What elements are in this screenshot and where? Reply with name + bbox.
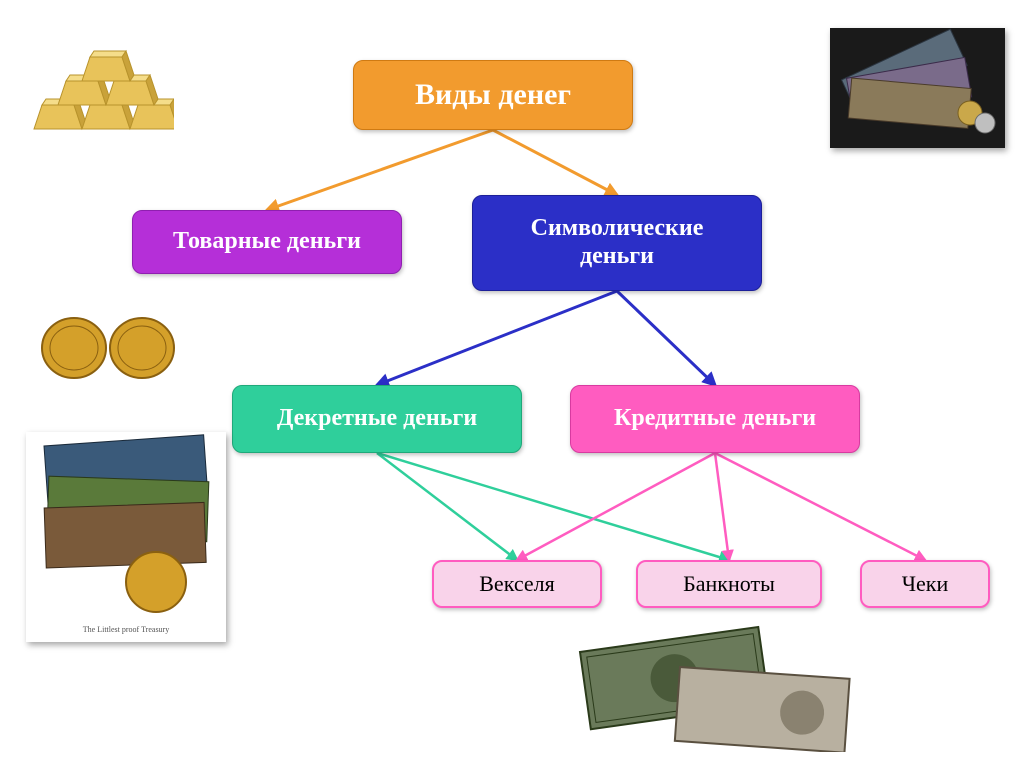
illus-cash-top (830, 28, 1005, 148)
node-credit: Кредитные деньги (570, 385, 860, 453)
illus-gold-coins (34, 300, 184, 388)
node-credit-label: Кредитные деньги (614, 405, 816, 433)
node-banknotes: Банкноты (636, 560, 822, 608)
svg-text:The Littlest proof Treasury: The Littlest proof Treasury (83, 625, 169, 634)
illus-dollars (570, 622, 870, 752)
node-fiat-label: Декретные деньги (277, 405, 477, 433)
node-commodity: Товарные деньги (132, 210, 402, 274)
node-fiat: Декретные деньги (232, 385, 522, 453)
node-cheques: Чеки (860, 560, 990, 608)
node-banknotes-label: Банкноты (683, 571, 775, 596)
node-commodity-label: Товарные деньги (173, 228, 361, 256)
illus-stamps: The Littlest proof Treasury (26, 432, 226, 642)
node-cheques-label: Чеки (902, 571, 949, 596)
node-symbolic-label: Символические деньги (531, 215, 704, 270)
node-symbolic: Символические деньги (472, 195, 762, 291)
node-bills-label: Векселя (479, 571, 554, 596)
node-bills: Векселя (432, 560, 602, 608)
node-root-label: Виды денег (415, 78, 571, 113)
illus-gold-bars (14, 10, 174, 140)
node-root: Виды денег (353, 60, 633, 130)
